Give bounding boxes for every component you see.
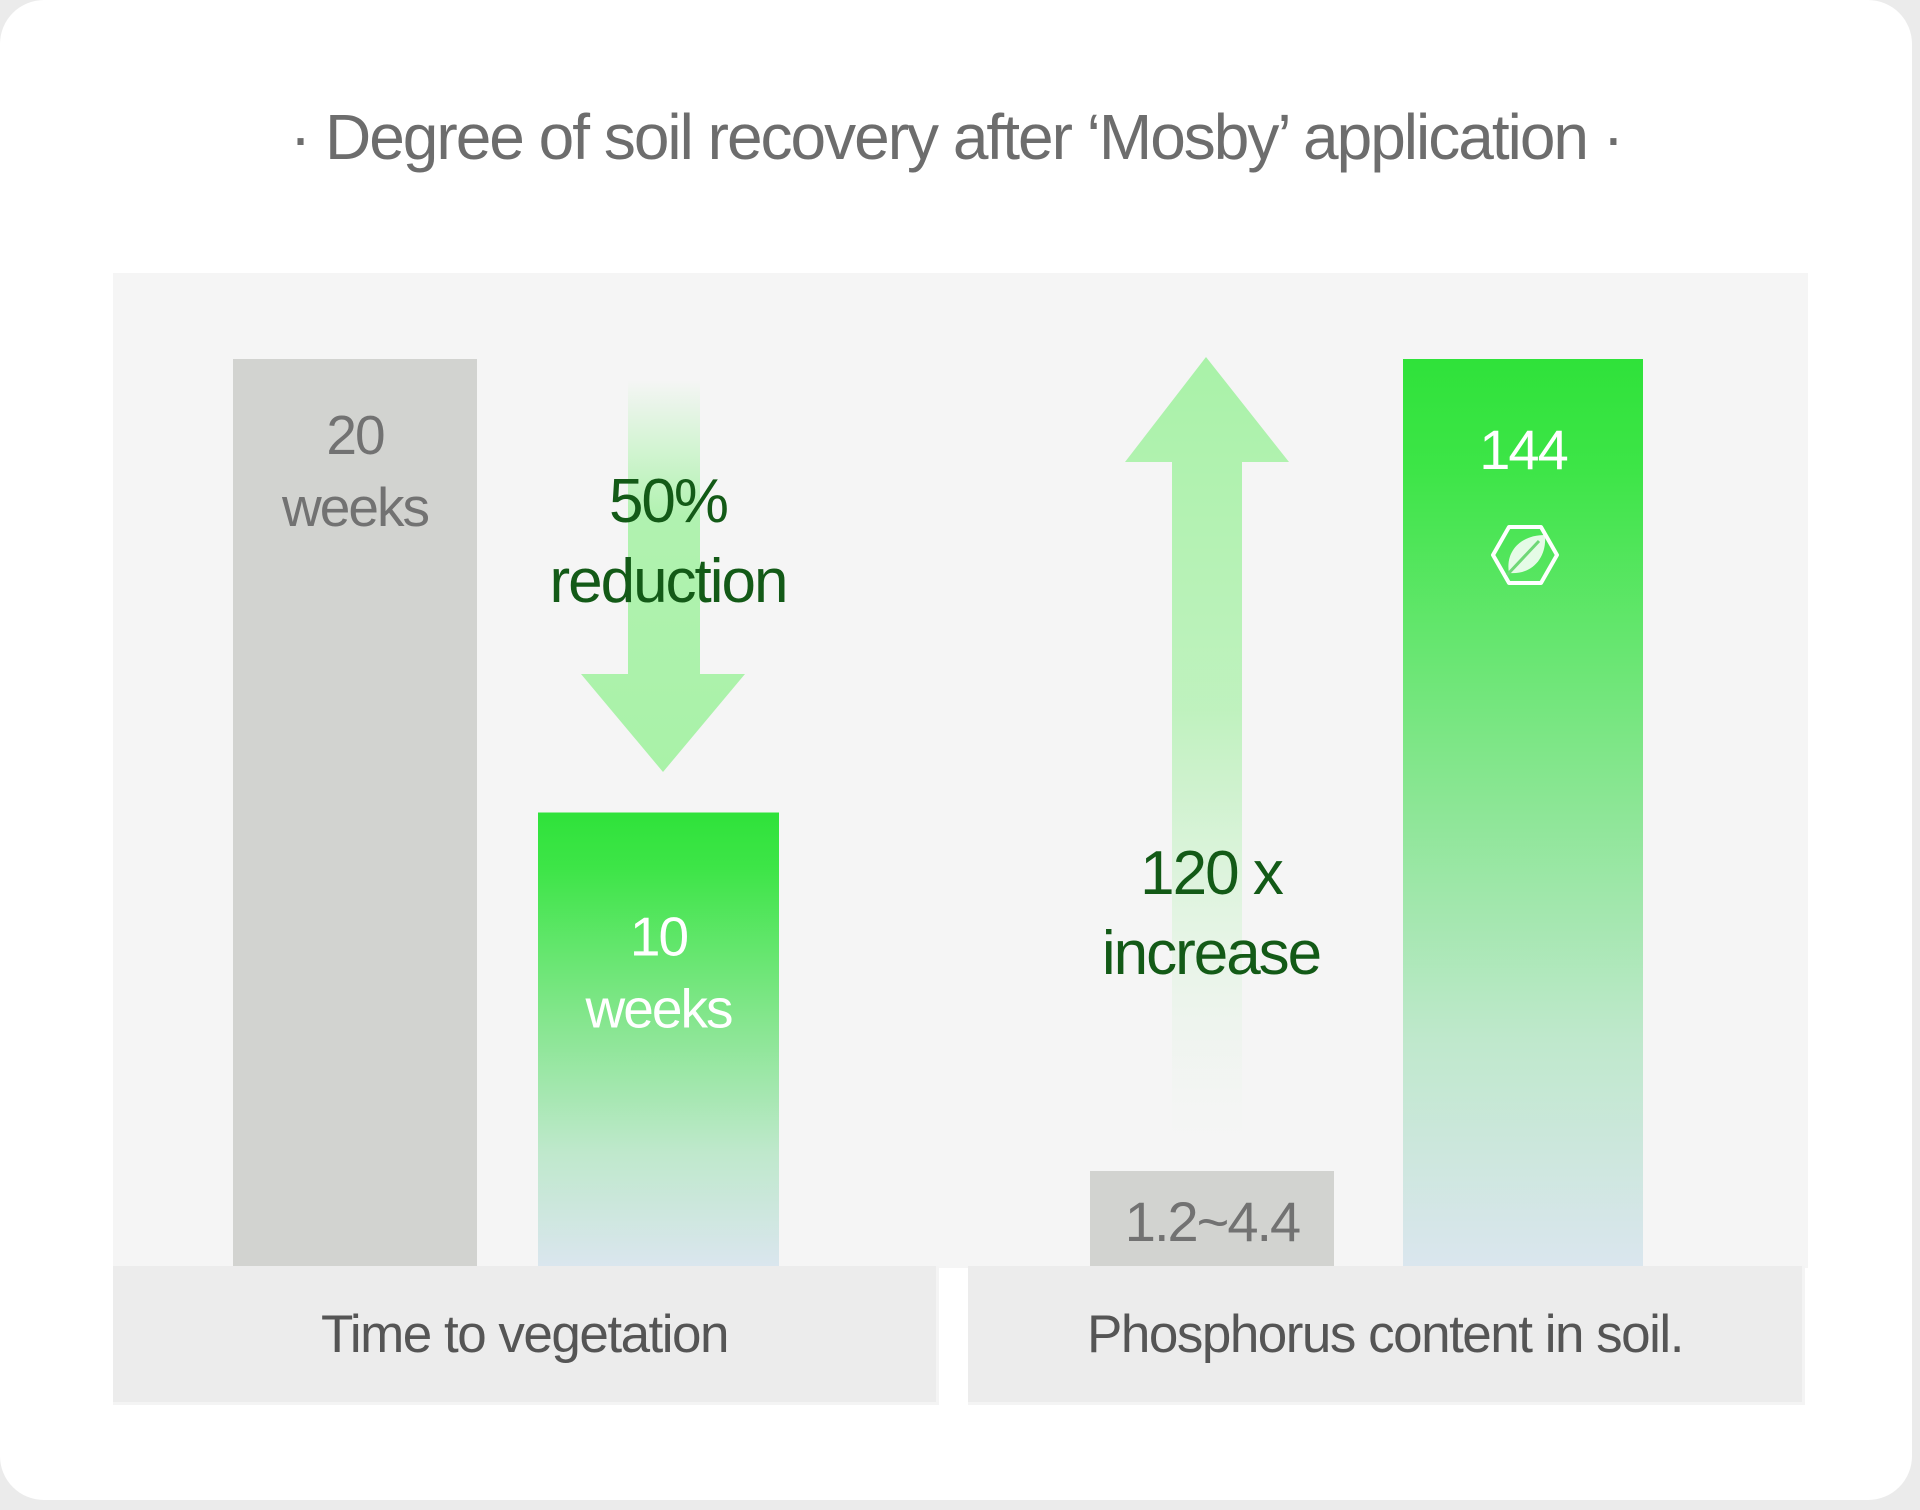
annotation-reduction-0: 50% — [609, 467, 727, 536]
data-label-time-0-1: weeks — [281, 476, 428, 538]
data-label-time-1-0: 10 — [630, 906, 688, 968]
annotation-increase-0: 120 x — [1140, 839, 1284, 908]
bar-time-0 — [233, 359, 477, 1266]
data-label-time-0-0: 20 — [326, 404, 384, 466]
data-label-phosphorus-1: 144 — [1479, 418, 1567, 481]
bar-phosphorus-1 — [1403, 359, 1643, 1266]
chart-title: · Degree of soil recovery after ‘Mosby’ … — [289, 101, 1624, 173]
data-label-time-1-1: weeks — [585, 978, 732, 1040]
reduction-arrow-down — [581, 380, 745, 772]
bar-phosphorus-0 — [1090, 1171, 1334, 1266]
annotation-increase-1: increase — [1102, 919, 1320, 988]
leaf-hexagon-icon — [1491, 525, 1559, 585]
x-axis-label-phosphorus-content: Phosphorus content in soil. — [968, 1266, 1805, 1405]
x-axis-label-time-to-vegetation: Time to vegetation — [113, 1266, 939, 1405]
annotation-reduction-1: reduction — [549, 547, 786, 616]
increase-arrow-up — [1125, 357, 1289, 1140]
data-label-phosphorus-0: 1.2~4.4 — [1125, 1190, 1300, 1253]
bar-time-1 — [538, 812, 779, 1266]
